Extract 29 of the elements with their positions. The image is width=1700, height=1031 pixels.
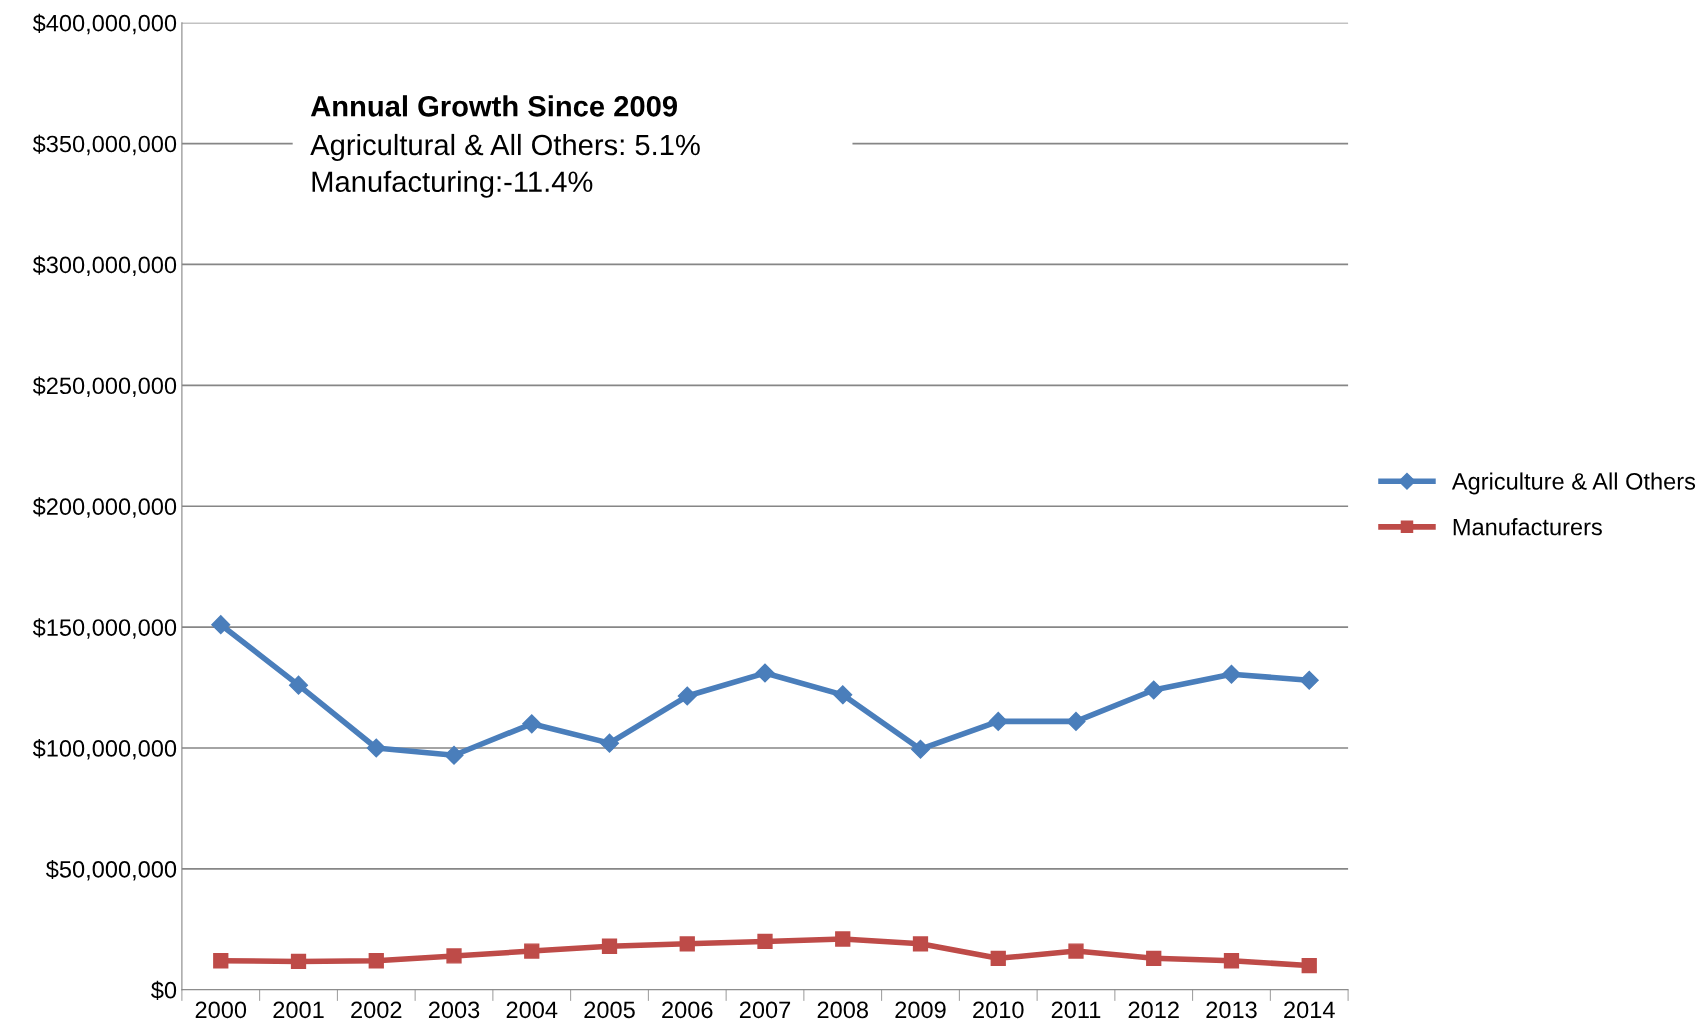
x-tick-label: 2009: [895, 1001, 946, 1019]
annotation: Manufacturing:-11.4%: [312, 170, 593, 198]
x-tick-label: 2011: [1051, 1001, 1101, 1019]
y-tick-label: $400,000,000: [32, 13, 177, 35]
y-tick-label: $50,000,000: [46, 859, 177, 881]
x-tick-label: 2014: [1284, 1001, 1335, 1019]
y-tick-label: $200,000,000: [32, 497, 177, 518]
x-tick-label: 2005: [584, 1001, 635, 1019]
text: Annual Growth Since 2009: [310, 95, 678, 117]
x-tick-label: 2008: [817, 1001, 868, 1019]
x-tick-label: 2004: [506, 1001, 558, 1019]
y-tick-label: $0: [151, 980, 177, 1000]
x-tick-label: 2003: [428, 1001, 480, 1019]
x-tick-label: 2002: [351, 1001, 402, 1019]
x-tick-label: 2006: [662, 1001, 713, 1019]
x-tick-label: 2001: [273, 1001, 324, 1019]
y-tick-label: $350,000,000: [32, 134, 177, 156]
x-tick-label: 2010: [973, 1001, 1024, 1019]
y-tick-label: $300,000,000: [32, 255, 177, 277]
x-tick-label: 2000: [195, 1001, 247, 1019]
y-tick-label: $150,000,000: [32, 618, 177, 639]
x-tick-label: 2012: [1128, 1001, 1179, 1019]
legend-label: Agriculture & All Others: [1451, 472, 1696, 495]
legend-label: Manufacturers: [1453, 518, 1602, 536]
y-tick-label: $100,000,000: [32, 739, 177, 760]
x-tick-label: 2013: [1206, 1001, 1257, 1019]
annotation: Agricultural & All Others: 5.1%: [310, 133, 700, 162]
y-tick-label: $250,000,000: [32, 376, 177, 397]
x-tick-label: 2007: [739, 1001, 791, 1019]
